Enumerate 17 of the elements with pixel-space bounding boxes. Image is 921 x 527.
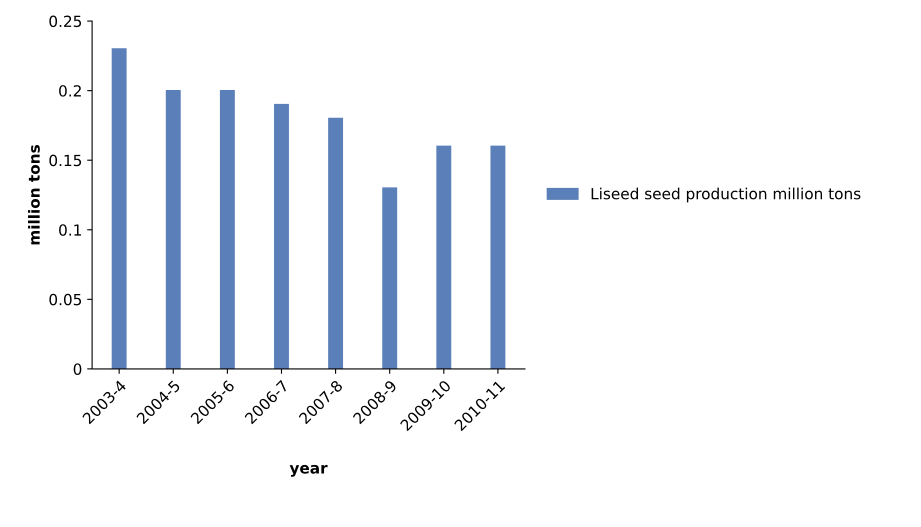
x-axis-title: year [290, 464, 328, 477]
bar [328, 118, 344, 369]
y-tick-label: 0 [74, 363, 82, 375]
y-tick-label: 0.05 [49, 294, 82, 306]
bar [382, 187, 398, 369]
bar [112, 48, 127, 369]
bar [436, 146, 452, 369]
y-axis-title: million tons [28, 145, 40, 244]
legend-label: Liseed seed production million tons [592, 188, 860, 202]
bar [220, 90, 235, 369]
bar [490, 146, 506, 369]
bar [166, 90, 181, 369]
y-tick-label: 0.2 [59, 85, 81, 97]
y-tick-label: 0.25 [49, 16, 82, 28]
y-tick-label: 0.15 [49, 154, 82, 166]
y-tick-label: 0.1 [59, 224, 81, 236]
bar [274, 104, 289, 369]
